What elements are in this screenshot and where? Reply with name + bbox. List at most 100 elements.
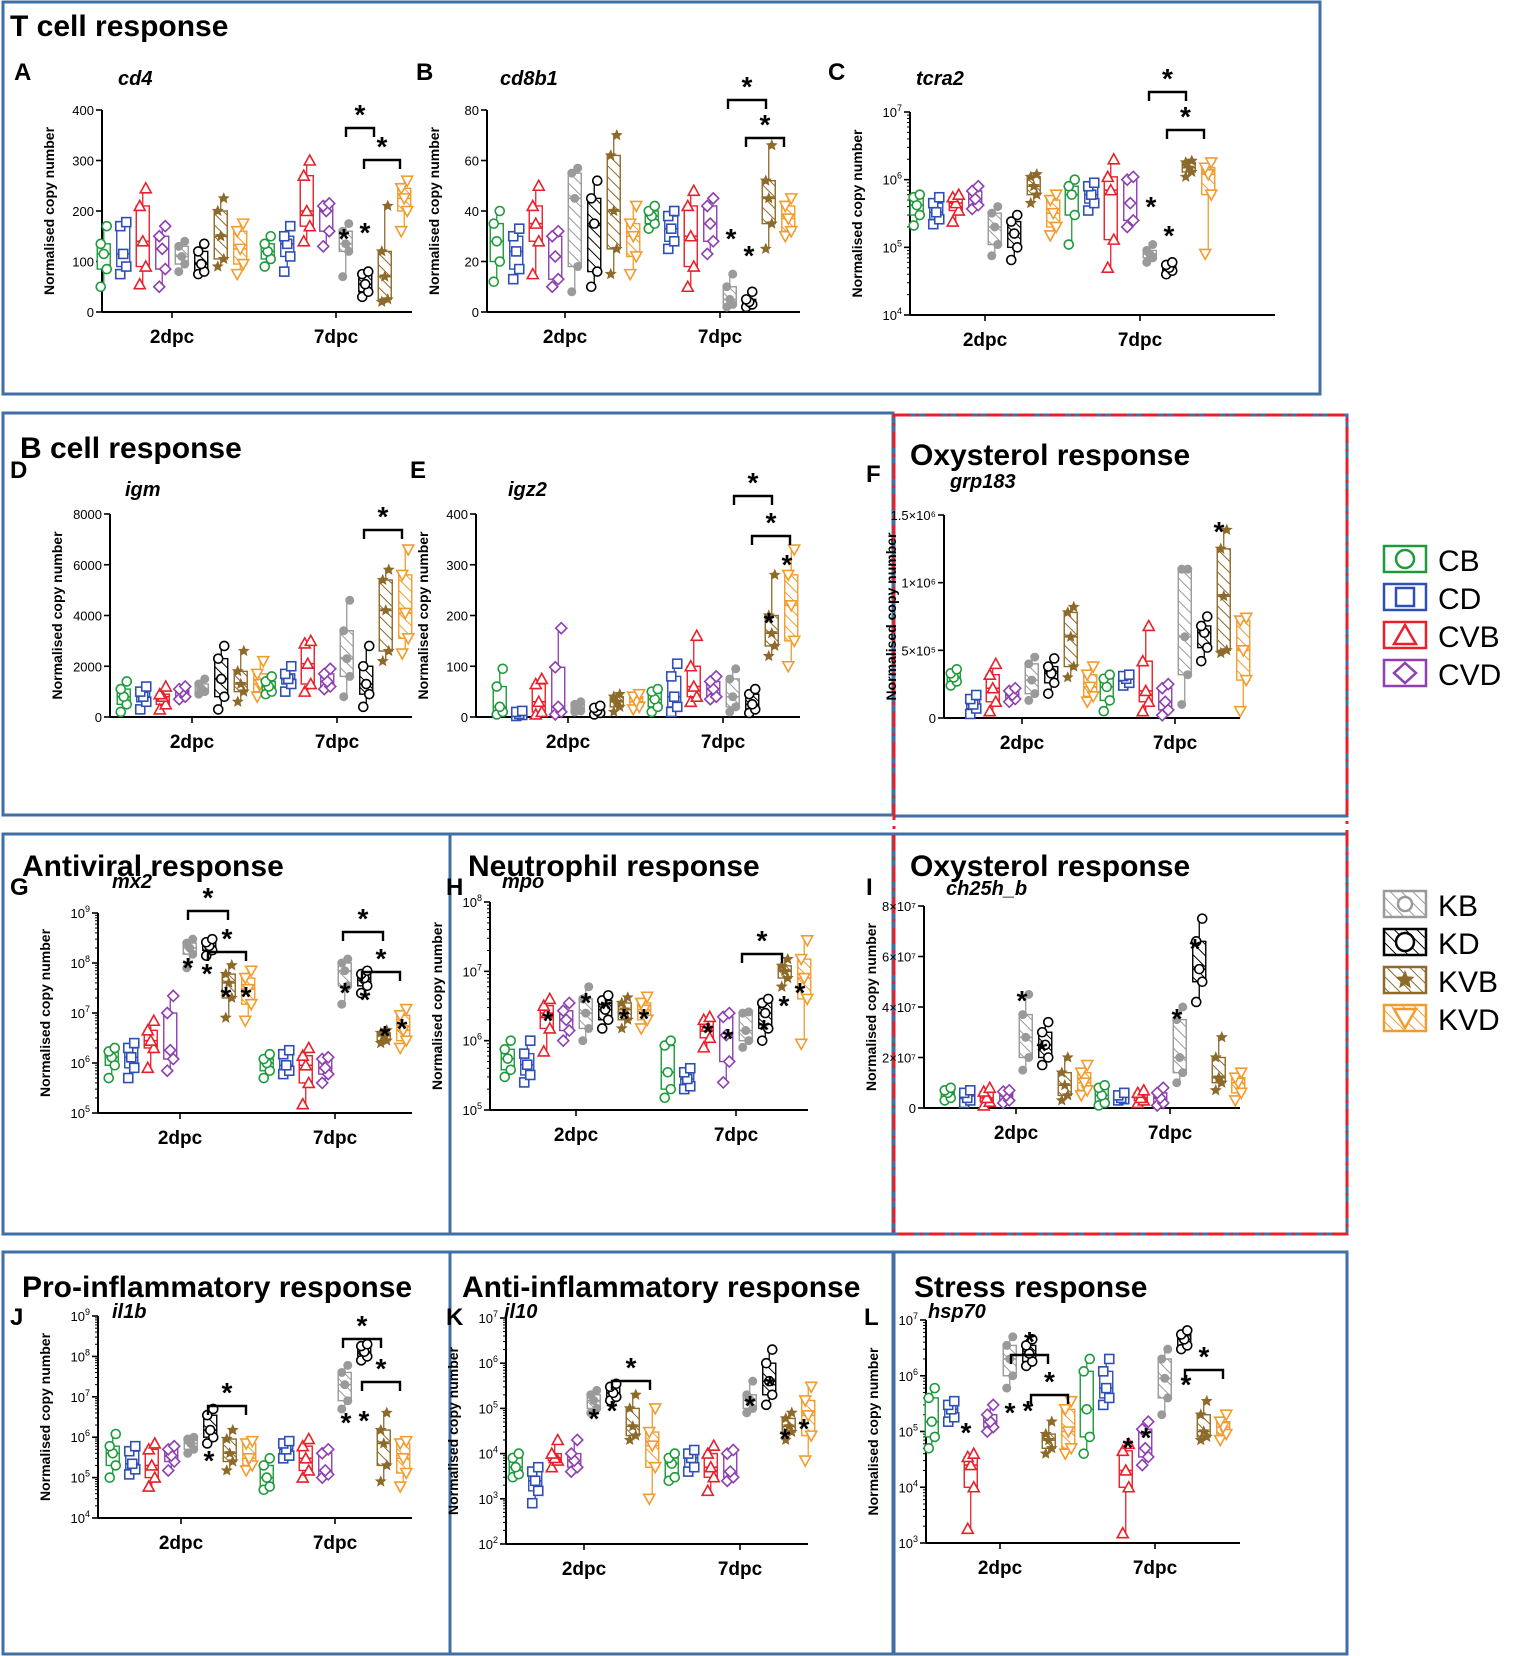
data-point <box>762 993 774 1005</box>
data-point <box>342 654 352 664</box>
data-point <box>194 679 204 689</box>
data-point <box>562 1023 576 1038</box>
box-KVB-7dpc <box>375 199 394 307</box>
data-point <box>607 204 620 217</box>
box-CD-2dpc <box>526 1461 544 1509</box>
data-point <box>719 1028 733 1042</box>
data-point <box>926 1416 938 1427</box>
data-point <box>1142 245 1152 255</box>
data-point <box>516 705 528 717</box>
y-tick-label: 104 <box>71 1509 90 1526</box>
significance-star: * <box>1199 1341 1210 1372</box>
data-point <box>1172 1015 1182 1025</box>
data-point <box>744 1036 754 1046</box>
data-point <box>158 679 173 692</box>
data-point <box>1217 589 1230 602</box>
box-KB-7dpc <box>742 1376 758 1418</box>
data-point <box>602 1014 614 1026</box>
data-point <box>161 1463 175 1478</box>
data-point <box>545 280 559 294</box>
data-point <box>629 1429 642 1441</box>
data-point <box>178 679 192 694</box>
data-point <box>321 1442 335 1456</box>
y-tick-label: 104 <box>899 1478 918 1495</box>
box-CVB-7dpc <box>1100 152 1121 274</box>
x-tick-label: 2dpc <box>159 1533 204 1554</box>
data-point <box>531 178 546 192</box>
legend-item-KVD: KVD <box>1382 1003 1500 1037</box>
data-point <box>586 1408 596 1418</box>
box-CVD-2dpc <box>564 1433 584 1479</box>
data-point <box>122 1072 134 1084</box>
y-axis-label: Normalised copy number <box>37 1332 53 1501</box>
data-point <box>526 1497 538 1509</box>
data-point <box>132 198 147 212</box>
significance-star: * <box>222 1377 233 1408</box>
data-point <box>1141 694 1156 708</box>
data-point <box>785 1425 798 1438</box>
data-point <box>725 674 735 684</box>
significance-star: * <box>241 981 252 1012</box>
data-point <box>488 276 500 288</box>
data-point <box>760 1399 772 1411</box>
data-point <box>166 989 180 1003</box>
gene-label: grp183 <box>949 471 1016 493</box>
data-point <box>158 697 173 710</box>
y-tick-label: 106 <box>479 1354 498 1371</box>
data-point <box>759 1007 771 1019</box>
box-CVD-2dpc <box>1002 681 1022 709</box>
data-point <box>1055 1066 1068 1078</box>
significance-star: * <box>759 1014 770 1045</box>
box-KVB-7dpc <box>374 1024 393 1049</box>
box-CVB-7dpc <box>295 1431 316 1483</box>
data-point <box>299 203 314 217</box>
data-point <box>295 1470 310 1483</box>
data-point <box>1064 630 1077 642</box>
data-point <box>126 1458 138 1470</box>
section-title-stress: Stress response <box>914 1271 1147 1304</box>
data-point <box>322 196 336 211</box>
box-KD-7dpc <box>1175 1325 1193 1355</box>
data-point <box>283 1435 295 1447</box>
box-KB-2dpc <box>183 1432 199 1458</box>
significance-star: * <box>626 1352 637 1383</box>
data-point <box>680 279 695 293</box>
y-tick-label: 40 <box>465 204 479 219</box>
legend-marker <box>1395 970 1415 989</box>
data-point <box>1236 645 1251 658</box>
data-point <box>668 205 680 217</box>
data-point <box>584 1023 594 1033</box>
box-KVD-2dpc <box>626 688 647 717</box>
x-tick-label: 2dpc <box>546 732 591 753</box>
box-CVB-2dpc <box>945 187 966 227</box>
panel-letter: J <box>10 1304 23 1331</box>
data-point <box>400 205 415 219</box>
data-point <box>1100 169 1115 183</box>
box-CD-7dpc <box>279 660 297 697</box>
x-tick-label: 7dpc <box>1118 330 1163 351</box>
data-point <box>343 1396 353 1406</box>
significance-star: * <box>589 1403 600 1434</box>
data-point <box>505 1035 517 1046</box>
significance-star: * <box>359 1405 370 1436</box>
data-point <box>1042 1433 1055 1446</box>
data-point <box>1008 1371 1018 1381</box>
data-point <box>230 268 245 282</box>
data-point <box>706 1438 721 1451</box>
y-tick-label: 108 <box>463 893 482 910</box>
data-point <box>1190 936 1202 947</box>
data-point <box>337 999 347 1009</box>
data-point <box>1061 1051 1074 1063</box>
data-point <box>1088 197 1100 209</box>
box-KVB-2dpc <box>607 687 626 718</box>
data-point <box>567 168 577 178</box>
data-point <box>529 1475 541 1487</box>
data-point <box>725 707 735 717</box>
y-tick-label: 400 <box>446 507 468 522</box>
data-point <box>1024 695 1034 705</box>
data-point <box>945 214 960 227</box>
box-KB-2dpc <box>578 982 594 1046</box>
data-point <box>345 671 355 681</box>
box-CVB-7dpc <box>683 628 704 708</box>
panel-letter: H <box>446 874 463 901</box>
